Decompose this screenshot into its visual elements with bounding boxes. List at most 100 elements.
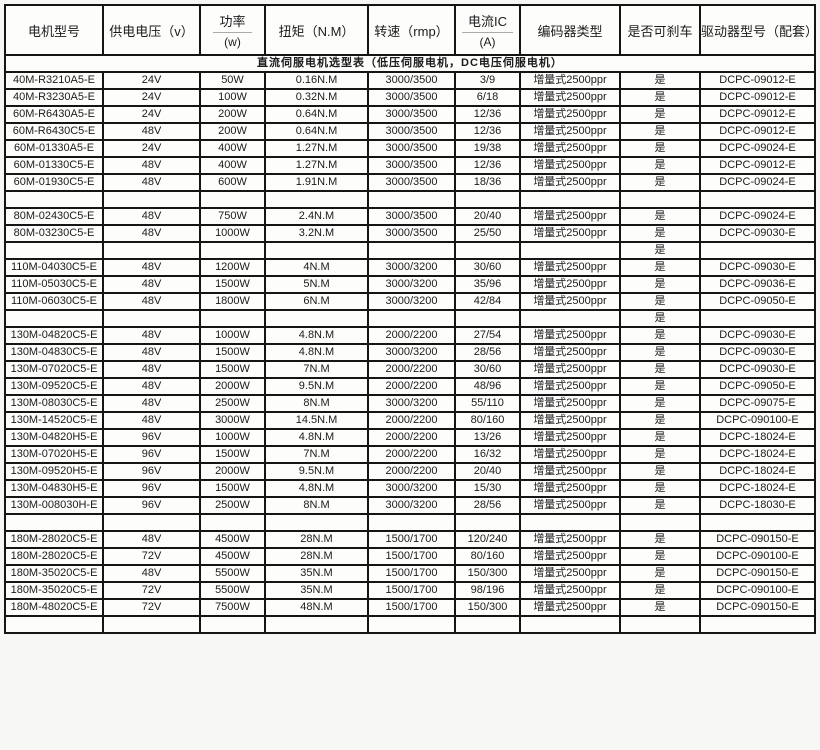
cell-driver-model: DCPC-09036-E bbox=[699, 275, 816, 294]
cell-motor-model: 60M-01930C5-E bbox=[4, 173, 104, 192]
cell-speed: 2000/2200 bbox=[367, 411, 456, 430]
cell-supply-voltage: 96V bbox=[102, 496, 201, 515]
cell-encoder-type: 增量式2500ppr bbox=[519, 258, 621, 277]
cell-motor-model bbox=[4, 241, 104, 260]
cell-speed bbox=[367, 190, 456, 209]
cell-speed: 2000/2200 bbox=[367, 360, 456, 379]
cell-torque: 0.16N.M bbox=[264, 71, 369, 90]
cell-torque: 1.27N.M bbox=[264, 156, 369, 175]
cell-speed: 3000/3500 bbox=[367, 139, 456, 158]
cell-speed bbox=[367, 241, 456, 260]
cell-brake bbox=[619, 513, 701, 532]
cell-power: 1500W bbox=[199, 479, 266, 498]
cell-encoder-type bbox=[519, 513, 621, 532]
cell-supply-voltage: 96V bbox=[102, 479, 201, 498]
cell-power: 5500W bbox=[199, 564, 266, 583]
cell-motor-model: 130M-09520H5-E bbox=[4, 462, 104, 481]
cell-current: 3/9 bbox=[454, 71, 521, 90]
cell-power: 3000W bbox=[199, 411, 266, 430]
cell-torque: 0.64N.M bbox=[264, 105, 369, 124]
cell-brake: 是 bbox=[619, 122, 701, 141]
cell-encoder-type: 增量式2500ppr bbox=[519, 445, 621, 464]
cell-brake: 是 bbox=[619, 581, 701, 600]
cell-power: 1000W bbox=[199, 224, 266, 243]
cell-brake: 是 bbox=[619, 598, 701, 617]
cell-supply-voltage: 48V bbox=[102, 224, 201, 243]
cell-speed: 1500/1700 bbox=[367, 598, 456, 617]
cell-encoder-type: 增量式2500ppr bbox=[519, 360, 621, 379]
header-encoder-type: 编码器类型 bbox=[519, 4, 621, 56]
cell-speed: 3000/3500 bbox=[367, 173, 456, 192]
table-row: 130M-04830C5-E 48V 1500W 4.8N.M 3000/3200 28/… bbox=[4, 343, 816, 362]
cell-encoder-type: 增量式2500ppr bbox=[519, 122, 621, 141]
cell-encoder-type: 增量式2500ppr bbox=[519, 224, 621, 243]
cell-supply-voltage: 48V bbox=[102, 564, 201, 583]
cell-driver-model: DCPC-090100-E bbox=[699, 581, 816, 600]
cell-current: 150/300 bbox=[454, 598, 521, 617]
cell-speed: 1500/1700 bbox=[367, 530, 456, 549]
cell-motor-model: 180M-35020C5-E bbox=[4, 564, 104, 583]
table-row: 110M-06030C5-E 48V 1800W 6N.M 3000/3200 42/84… bbox=[4, 292, 816, 311]
cell-motor-model: 40M-R3230A5-E bbox=[4, 88, 104, 107]
cell-brake: 是 bbox=[619, 360, 701, 379]
motor-selection-sheet: 直流伺服电机选型表（低压伺服电机，DC电压伺服电机） 电机型号 供电电压（v） 功率… bbox=[4, 4, 816, 634]
table-row: 180M-35020C5-E 72V 5500W 35N.M 1500/1700 98/1… bbox=[4, 581, 816, 600]
cell-current: 48/96 bbox=[454, 377, 521, 396]
cell-current: 28/56 bbox=[454, 343, 521, 362]
cell-supply-voltage: 48V bbox=[102, 394, 201, 413]
cell-encoder-type: 增量式2500ppr bbox=[519, 479, 621, 498]
cell-current: 12/36 bbox=[454, 122, 521, 141]
cell-torque: 1.91N.M bbox=[264, 173, 369, 192]
cell-driver-model: DCPC-18024-E bbox=[699, 462, 816, 481]
header-label: 扭矩（N.M） bbox=[278, 23, 355, 39]
cell-current bbox=[454, 190, 521, 209]
cell-driver-model: DCPC-090100-E bbox=[699, 411, 816, 430]
cell-brake: 是 bbox=[619, 547, 701, 566]
cell-torque: 4.8N.M bbox=[264, 479, 369, 498]
cell-motor-model bbox=[4, 615, 104, 634]
header-label: 电机型号 bbox=[27, 23, 80, 39]
cell-driver-model: DCPC-09030-E bbox=[699, 224, 816, 243]
cell-torque: 0.32N.M bbox=[264, 88, 369, 107]
cell-driver-model: DCPC-09024-E bbox=[699, 173, 816, 192]
cell-power: 2500W bbox=[199, 394, 266, 413]
cell-motor-model: 40M-R3210A5-E bbox=[4, 71, 104, 90]
cell-torque: 7N.M bbox=[264, 360, 369, 379]
cell-driver-model: DCPC-09012-E bbox=[699, 122, 816, 141]
empty-row bbox=[4, 513, 816, 532]
cell-torque: 28N.M bbox=[264, 547, 369, 566]
cell-driver-model: DCPC-09024-E bbox=[699, 139, 816, 158]
cell-power: 50W bbox=[199, 71, 266, 90]
cell-supply-voltage: 48V bbox=[102, 156, 201, 175]
cell-torque: 2.4N.M bbox=[264, 207, 369, 226]
cell-power: 400W bbox=[199, 156, 266, 175]
cell-power: 400W bbox=[199, 139, 266, 158]
cell-current: 55/110 bbox=[454, 394, 521, 413]
cell-torque: 8N.M bbox=[264, 394, 369, 413]
cell-current: 35/96 bbox=[454, 275, 521, 294]
cell-torque: 14.5N.M bbox=[264, 411, 369, 430]
cell-power: 7500W bbox=[199, 598, 266, 617]
cell-supply-voltage bbox=[102, 190, 201, 209]
cell-motor-model bbox=[4, 513, 104, 532]
cell-driver-model: DCPC-09012-E bbox=[699, 156, 816, 175]
cell-supply-voltage: 48V bbox=[102, 258, 201, 277]
cell-supply-voltage bbox=[102, 615, 201, 634]
cell-supply-voltage: 24V bbox=[102, 71, 201, 90]
cell-torque: 35N.M bbox=[264, 581, 369, 600]
cell-driver-model: DCPC-09030-E bbox=[699, 360, 816, 379]
cell-supply-voltage: 72V bbox=[102, 581, 201, 600]
cell-brake: 是 bbox=[619, 207, 701, 226]
cell-encoder-type: 增量式2500ppr bbox=[519, 496, 621, 515]
cell-current: 28/56 bbox=[454, 496, 521, 515]
header-label: 编码器类型 bbox=[537, 23, 603, 39]
cell-torque: 48N.M bbox=[264, 598, 369, 617]
cell-power: 200W bbox=[199, 105, 266, 124]
table-row: 80M-02430C5-E 48V 750W 2.4N.M 3000/3500 20/40… bbox=[4, 207, 816, 226]
cell-speed: 3000/3200 bbox=[367, 292, 456, 311]
cell-speed: 2000/2200 bbox=[367, 377, 456, 396]
cell-motor-model: 60M-01330C5-E bbox=[4, 156, 104, 175]
cell-current bbox=[454, 615, 521, 634]
cell-power: 1000W bbox=[199, 326, 266, 345]
cell-motor-model: 130M-04820C5-E bbox=[4, 326, 104, 345]
